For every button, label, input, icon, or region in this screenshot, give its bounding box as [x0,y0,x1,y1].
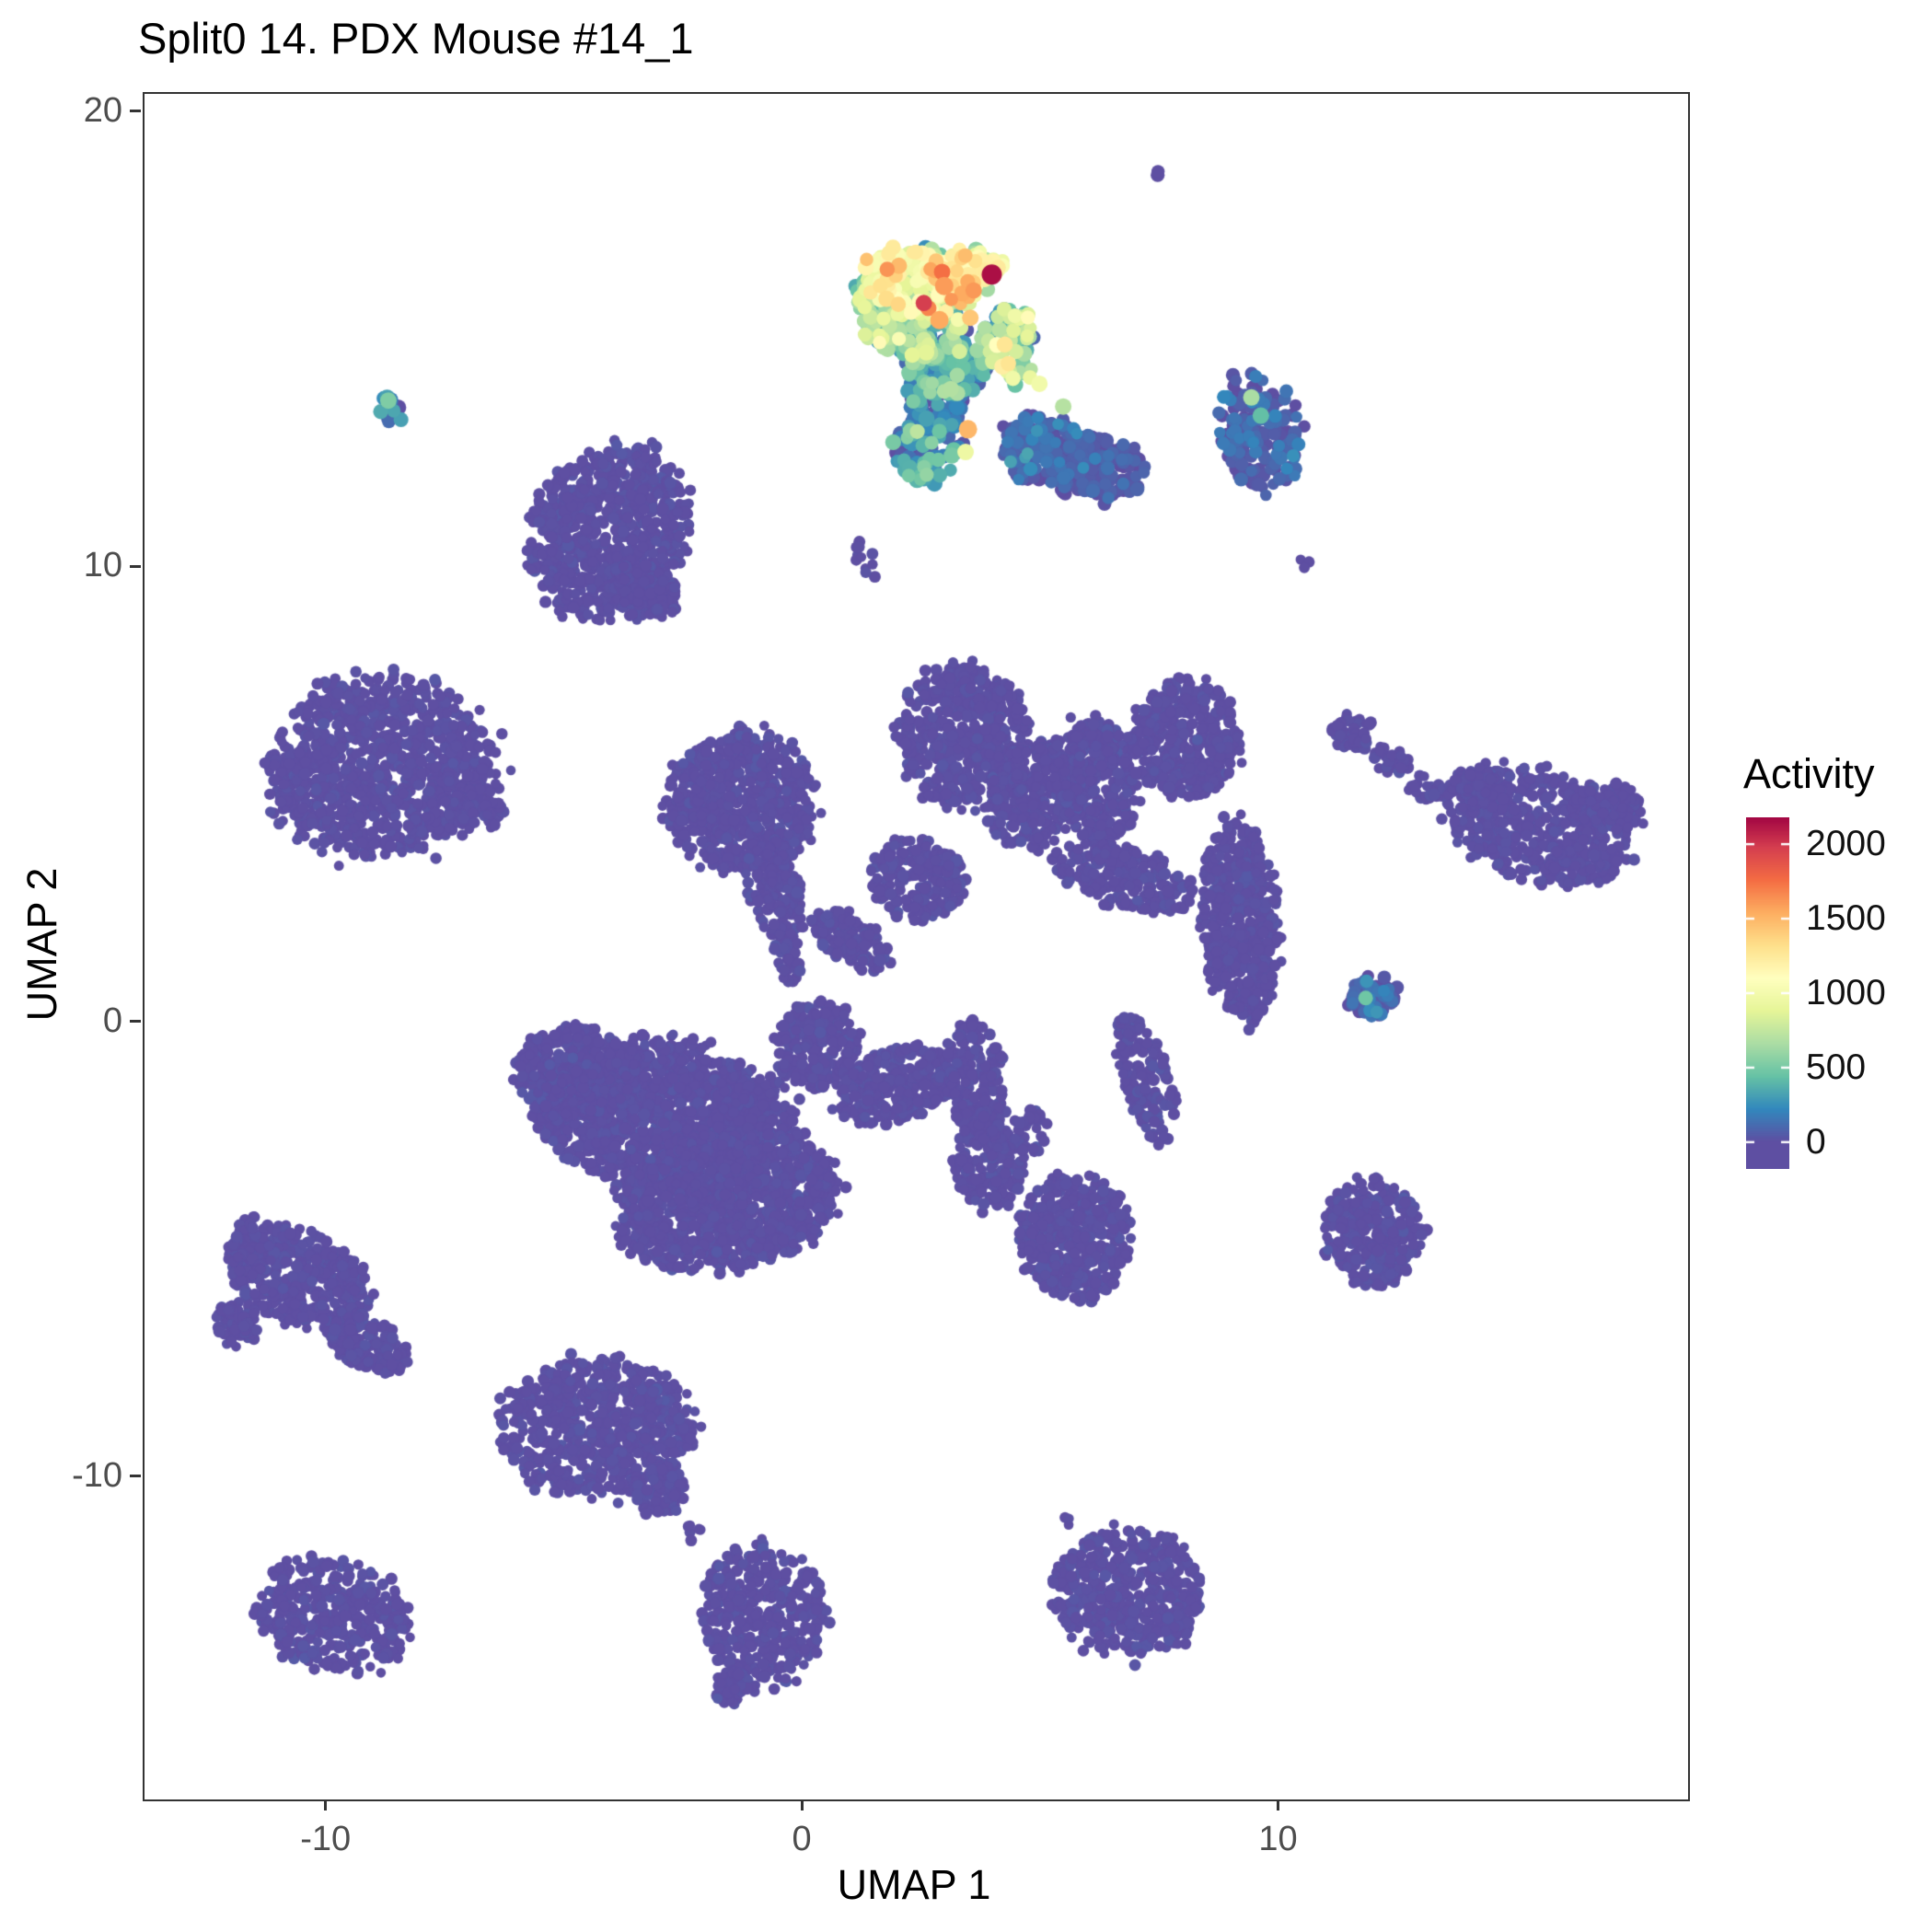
activity-legend: Activity 0 500 1000 1500 2000 [1730,750,1932,1192]
x-tick-label: -10 [300,1820,352,1858]
x-tick-label: 10 [1258,1820,1298,1858]
y-tick-label: 10 [83,546,122,585]
y-tick-label: -10 [72,1455,122,1495]
x-axis-label: UMAP 1 [837,1861,991,1908]
y-axis-label: UMAP 2 [18,867,65,1022]
legend-title: Activity [1743,750,1875,797]
legend-tick-label: 2000 [1806,824,1886,864]
x-tick-mark [800,1799,804,1811]
x-tick-mark [1277,1799,1280,1811]
plot-panel [143,92,1690,1801]
legend-tick-label: 0 [1806,1121,1826,1162]
legend-tick-label: 500 [1806,1047,1867,1087]
y-tick-label: 0 [102,1001,122,1040]
y-tick-mark [130,1020,141,1024]
legend-tick-label: 1500 [1806,898,1886,939]
y-tick-mark [130,564,141,568]
legend-colorbar [1746,817,1789,1169]
x-tick-mark [324,1799,328,1811]
chart-title: Split0 14. PDX Mouse #14_1 [138,14,694,63]
legend-tick-label: 1000 [1806,973,1886,1012]
x-tick-label: 0 [792,1820,812,1858]
y-tick-label: 20 [83,90,122,130]
y-tick-mark [130,1475,141,1478]
y-tick-mark [130,110,141,113]
scatter-points-canvas [145,94,1688,1799]
